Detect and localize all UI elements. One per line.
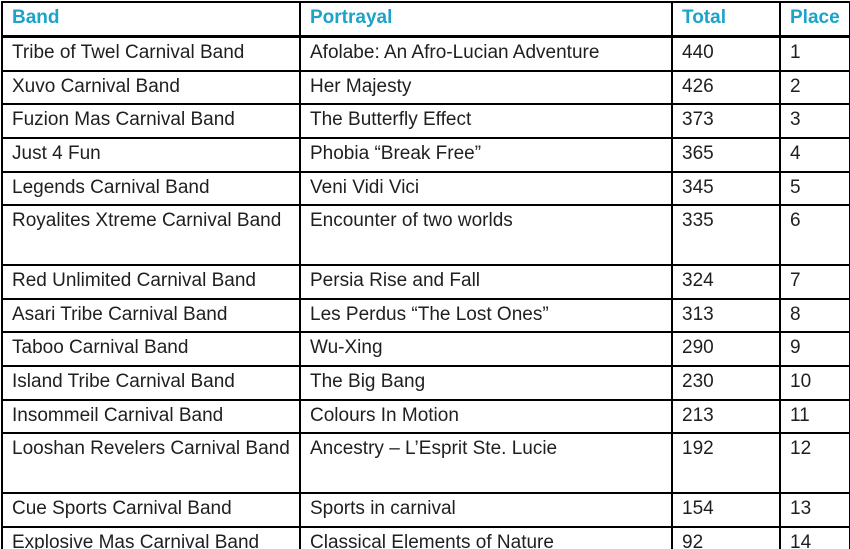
table-cell-portrayal: Phobia “Break Free” xyxy=(299,136,673,173)
table-cell-place: 7 xyxy=(779,264,850,300)
table-row: Explosive Mas Carnival Band Classical Ele… xyxy=(1,526,850,549)
table-cell-total: 335 xyxy=(671,204,781,267)
column-header-total: Total xyxy=(671,1,781,38)
table-cell-portrayal: Wu-Xing xyxy=(299,331,673,368)
table-cell-portrayal: Persia Rise and Fall xyxy=(299,264,673,300)
table-cell-total: 440 xyxy=(671,35,781,72)
table-cell-band: Taboo Carnival Band xyxy=(1,331,301,368)
table-cell-band: Legends Carnival Band xyxy=(1,170,301,207)
table-cell-total: 313 xyxy=(671,297,781,334)
table-row: Insommeil Carnival Band Colours In Motion… xyxy=(1,398,850,435)
table-cell-place: 2 xyxy=(779,69,850,106)
table-cell-place: 1 xyxy=(779,35,850,72)
table-cell-place: 4 xyxy=(779,136,850,173)
table-row: Tribe of Twel Carnival Band Afolabe: An A… xyxy=(1,35,850,72)
table-cell-band: Just 4 Fun xyxy=(1,136,301,173)
table-cell-total: 373 xyxy=(671,103,781,139)
table-row: Just 4 Fun Phobia “Break Free” 365 4 xyxy=(1,136,850,173)
table-cell-total: 365 xyxy=(671,136,781,173)
table-cell-portrayal: Her Majesty xyxy=(299,69,673,106)
table-cell-portrayal: Ancestry – L’Esprit Ste. Lucie xyxy=(299,432,673,495)
table-cell-total: 324 xyxy=(671,264,781,300)
table-cell-place: 9 xyxy=(779,331,850,368)
table-cell-band: Tribe of Twel Carnival Band xyxy=(1,35,301,72)
table-cell-place: 6 xyxy=(779,204,850,267)
table-row: Legends Carnival Band Veni Vidi Vici 345 5 xyxy=(1,170,850,207)
table-cell-total: 192 xyxy=(671,432,781,495)
table-cell-total: 213 xyxy=(671,398,781,435)
table-cell-portrayal: Sports in carnival xyxy=(299,492,673,529)
table-cell-band: Cue Sports Carnival Band xyxy=(1,492,301,529)
table-row: Red Unlimited Carnival Band Persia Rise a… xyxy=(1,264,850,300)
table-cell-place: 11 xyxy=(779,398,850,435)
table-cell-total: 154 xyxy=(671,492,781,529)
table-cell-band: Royalites Xtreme Carnival Band xyxy=(1,204,301,267)
table-row: Taboo Carnival Band Wu-Xing 290 9 xyxy=(1,331,850,368)
table-cell-band: Asari Tribe Carnival Band xyxy=(1,297,301,334)
table-cell-place: 10 xyxy=(779,365,850,401)
table-cell-portrayal: Classical Elements of Nature xyxy=(299,526,673,549)
table-cell-total: 345 xyxy=(671,170,781,207)
column-header-band: Band xyxy=(1,1,301,38)
table-cell-band: Fuzion Mas Carnival Band xyxy=(1,103,301,139)
table-cell-portrayal: Afolabe: An Afro-Lucian Adventure xyxy=(299,35,673,72)
table-row: Cue Sports Carnival Band Sports in carniv… xyxy=(1,492,850,529)
column-header-portrayal: Portrayal xyxy=(299,1,673,38)
table-cell-portrayal: Encounter of two worlds xyxy=(299,204,673,267)
table-cell-band: Island Tribe Carnival Band xyxy=(1,365,301,401)
table-cell-place: 8 xyxy=(779,297,850,334)
table-cell-portrayal: Colours In Motion xyxy=(299,398,673,435)
table-cell-place: 13 xyxy=(779,492,850,529)
table-cell-place: 12 xyxy=(779,432,850,495)
table-cell-band: Red Unlimited Carnival Band xyxy=(1,264,301,300)
table-row: Island Tribe Carnival Band The Big Bang 23… xyxy=(1,365,850,401)
table-cell-portrayal: Veni Vidi Vici xyxy=(299,170,673,207)
table-row: Royalites Xtreme Carnival Band Encounter … xyxy=(1,204,850,267)
table-cell-band: Looshan Revelers Carnival Band xyxy=(1,432,301,495)
table-row: Looshan Revelers Carnival Band Ancestry –… xyxy=(1,432,850,495)
table-cell-portrayal: Les Perdus “The Lost Ones” xyxy=(299,297,673,334)
table-row: Xuvo Carnival Band Her Majesty 426 2 xyxy=(1,69,850,106)
table-body: Tribe of Twel Carnival Band Afolabe: An A… xyxy=(1,35,850,549)
table-cell-band: Insommeil Carnival Band xyxy=(1,398,301,435)
table-cell-band: Explosive Mas Carnival Band xyxy=(1,526,301,549)
column-header-place: Place xyxy=(779,1,850,38)
table-cell-total: 230 xyxy=(671,365,781,401)
table-header-row: Band Portrayal Total Place xyxy=(1,1,850,38)
table-cell-place: 14 xyxy=(779,526,850,549)
table-cell-place: 3 xyxy=(779,103,850,139)
table-row: Asari Tribe Carnival Band Les Perdus “The… xyxy=(1,297,850,334)
table-row: Fuzion Mas Carnival Band The Butterfly Ef… xyxy=(1,103,850,139)
table-cell-portrayal: The Big Bang xyxy=(299,365,673,401)
table-cell-place: 5 xyxy=(779,170,850,207)
table-cell-band: Xuvo Carnival Band xyxy=(1,69,301,106)
table-cell-portrayal: The Butterfly Effect xyxy=(299,103,673,139)
table-cell-total: 426 xyxy=(671,69,781,106)
table-cell-total: 290 xyxy=(671,331,781,368)
table-cell-total: 92 xyxy=(671,526,781,549)
